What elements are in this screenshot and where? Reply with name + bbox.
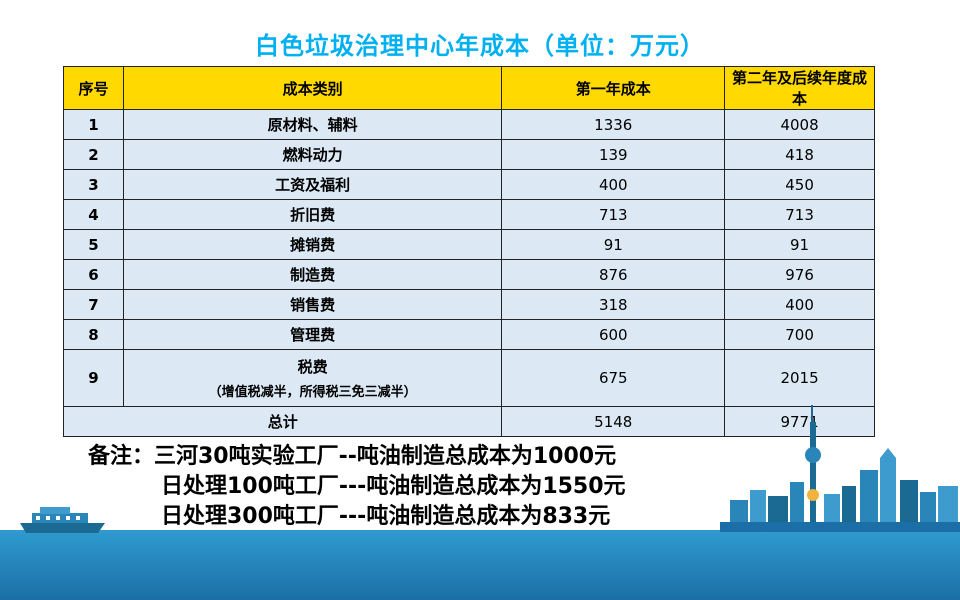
table-row: 6 制造费 876 976 — [63, 259, 875, 290]
row-index: 5 — [63, 229, 124, 260]
row-index: 7 — [63, 289, 124, 320]
header-index: 序号 — [63, 66, 124, 110]
row-later-years: 91 — [724, 229, 875, 260]
row-later-years: 400 — [724, 289, 875, 320]
row-later-years: 4008 — [724, 109, 875, 140]
row-index: 3 — [63, 169, 124, 200]
row-first-year: 318 — [501, 289, 726, 320]
row-category: 工资及福利 — [122, 169, 503, 200]
row-later-years: 713 — [724, 199, 875, 230]
header-first-year: 第一年成本 — [501, 66, 726, 110]
row-first-year: 600 — [501, 319, 726, 350]
row-category: 摊销费 — [122, 229, 503, 260]
note-line-3: 日处理300吨工厂---吨油制造总成本为833元 — [161, 504, 611, 529]
note-line-2: 日处理100吨工厂---吨油制造总成本为1550元 — [161, 474, 626, 499]
row-later-years: 450 — [724, 169, 875, 200]
table-row: 5 摊销费 91 91 — [63, 229, 875, 260]
sea-band — [0, 530, 960, 600]
row-index: 4 — [63, 199, 124, 230]
note-line-1: 备注：三河30吨实验工厂--吨油制造总成本为1000元 — [88, 444, 617, 469]
row-category: 制造费 — [122, 259, 503, 290]
table-row: 3 工资及福利 400 450 — [63, 169, 875, 200]
row-category: 销售费 — [122, 289, 503, 320]
row-later-years: 976 — [724, 259, 875, 290]
row-later-years: 418 — [724, 139, 875, 170]
row-index: 1 — [63, 109, 124, 140]
row-category-cell: 税费 （增值税减半，所得税三免三减半） — [122, 349, 503, 407]
total-first-year: 5148 — [501, 406, 726, 437]
city-skyline-illustration-icon — [720, 405, 960, 532]
notes-block: 备注：三河30吨实验工厂--吨油制造总成本为1000元 日处理100吨工厂---… — [88, 442, 626, 532]
cost-table: 序号 成本类别 第一年成本 第二年及后续年度成本 1 原材料、辅料 1336 4… — [62, 66, 875, 437]
row-first-year: 675 — [501, 349, 726, 407]
table-row: 2 燃料动力 139 418 — [63, 139, 875, 170]
row-later-years: 2015 — [724, 349, 875, 407]
table-row: 8 管理费 600 700 — [63, 319, 875, 350]
header-category: 成本类别 — [122, 66, 503, 110]
row-first-year: 1336 — [501, 109, 726, 140]
row-category: 燃料动力 — [122, 139, 503, 170]
table-total-row: 总计 5148 9771 — [62, 406, 875, 437]
row-category-note: （增值税减半，所得税三免三减半） — [208, 385, 417, 400]
table-header-row: 序号 成本类别 第一年成本 第二年及后续年度成本 — [63, 66, 875, 110]
row-index: 2 — [63, 139, 124, 170]
total-later-years: 9771 — [724, 406, 875, 437]
row-first-year: 713 — [501, 199, 726, 230]
row-index: 8 — [63, 319, 124, 350]
row-first-year: 91 — [501, 229, 726, 260]
row-later-years: 700 — [724, 319, 875, 350]
total-label: 总计 — [62, 406, 503, 437]
row-index: 6 — [63, 259, 124, 290]
row-first-year: 400 — [501, 169, 726, 200]
row-category: 管理费 — [122, 319, 503, 350]
boat-illustration-icon — [20, 507, 105, 533]
table-row: 1 原材料、辅料 1336 4008 — [63, 109, 875, 140]
header-later-years: 第二年及后续年度成本 — [724, 66, 875, 110]
table-row: 7 销售费 318 400 — [63, 289, 875, 320]
table-row: 9 税费 （增值税减半，所得税三免三减半） 675 2015 — [63, 349, 875, 407]
row-category: 原材料、辅料 — [122, 109, 503, 140]
row-index: 9 — [63, 349, 124, 407]
row-first-year: 876 — [501, 259, 726, 290]
row-category: 折旧费 — [122, 199, 503, 230]
row-first-year: 139 — [501, 139, 726, 170]
row-category: 税费 — [297, 358, 328, 376]
table-row: 4 折旧费 713 713 — [63, 199, 875, 230]
page-title: 白色垃圾治理中心年成本（单位：万元） — [255, 32, 705, 60]
